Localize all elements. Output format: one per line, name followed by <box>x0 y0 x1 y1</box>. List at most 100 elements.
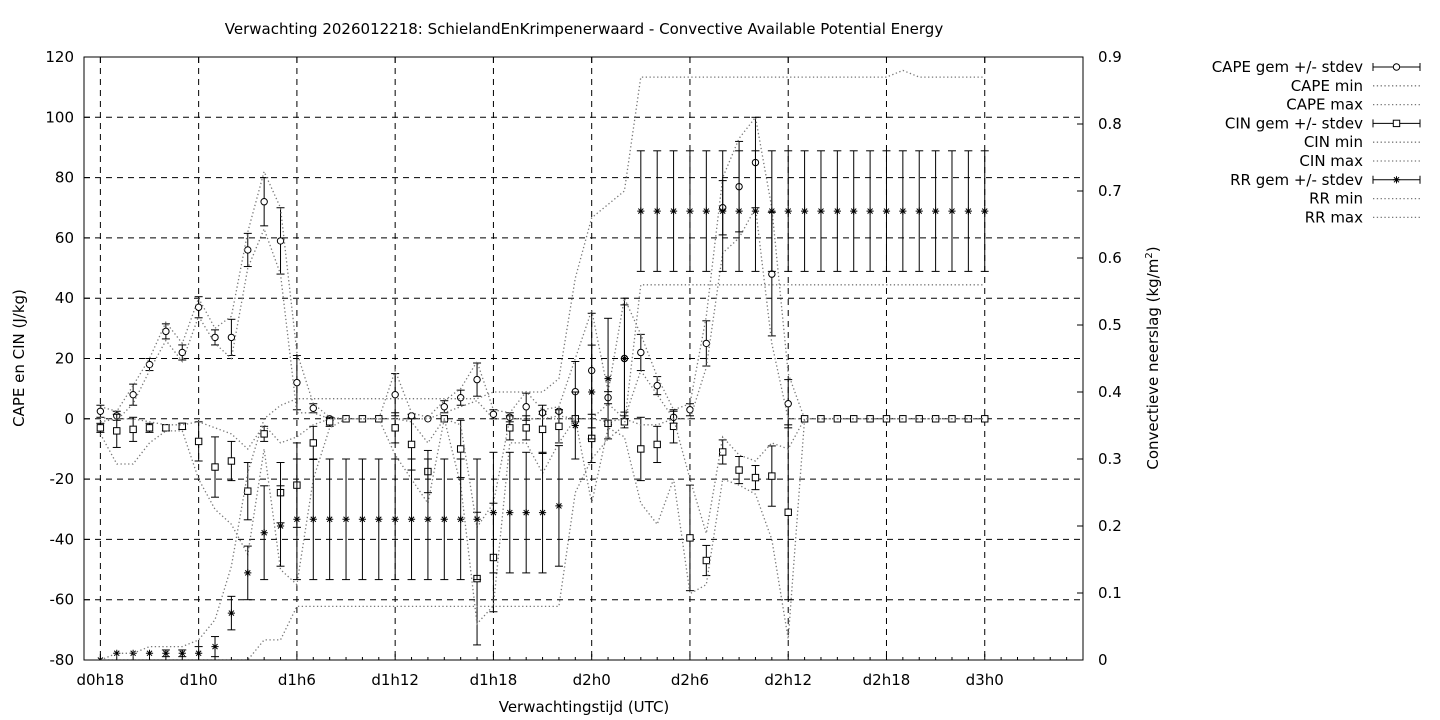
data-point <box>407 412 416 420</box>
data-point <box>964 207 972 215</box>
data-point <box>276 237 285 245</box>
data-point <box>227 333 236 342</box>
data-point <box>538 509 547 517</box>
data-point <box>195 649 203 657</box>
y2-tick-label: 0.1 <box>1098 584 1122 602</box>
data-point <box>113 427 121 435</box>
series-rr-gem-stdev <box>96 150 989 660</box>
legend-marker <box>1392 63 1401 71</box>
y2-axis-label-main: Convectieve neerslag (kg/m <box>1144 259 1162 470</box>
y-tick-label: 100 <box>45 108 74 126</box>
data-point <box>555 502 563 510</box>
data-point <box>653 207 661 215</box>
x-tick-label: d2h0 <box>573 671 611 689</box>
data-point <box>358 515 367 523</box>
data-point <box>719 207 727 215</box>
data-point <box>555 422 563 431</box>
data-point <box>604 375 612 383</box>
x-tick-label: d3h0 <box>966 671 1004 689</box>
data-point <box>260 198 268 206</box>
data-point <box>113 649 121 657</box>
legend-label: CAPE gem +/- stdev <box>1212 58 1363 76</box>
x-tick-label: d1h6 <box>278 671 316 689</box>
data-point <box>571 421 579 430</box>
data-point <box>620 354 629 363</box>
data-point <box>326 515 334 523</box>
data-point <box>293 515 301 523</box>
y2-tick-label: 0.2 <box>1098 517 1122 535</box>
x-tick-label: d2h18 <box>863 671 911 689</box>
data-point <box>588 388 596 396</box>
series-line-rr-min <box>100 284 985 660</box>
data-point <box>391 424 399 432</box>
data-point <box>211 463 219 471</box>
data-point <box>817 207 825 215</box>
legend-label: CAPE max <box>1286 96 1363 114</box>
legend-label: CIN gem +/- stdev <box>1225 114 1363 132</box>
series-line-cin-max <box>100 417 985 534</box>
grid <box>84 57 1083 660</box>
y2-tick-label: 0.4 <box>1098 383 1122 401</box>
y-tick-label: -60 <box>50 591 75 609</box>
data-point <box>702 556 711 565</box>
series-cin-max <box>100 417 985 534</box>
x-tick-label: d2h12 <box>764 671 812 689</box>
y2-tick-label: 0.3 <box>1098 450 1122 468</box>
data-point <box>522 424 530 432</box>
y-tick-label: 80 <box>55 169 74 187</box>
y-tick-label: 120 <box>45 48 74 66</box>
x-tick-label: d0h18 <box>77 671 125 689</box>
data-point <box>669 207 678 215</box>
data-point <box>833 207 841 215</box>
data-point <box>522 403 530 411</box>
data-point <box>522 509 530 517</box>
data-point <box>653 381 661 390</box>
data-point <box>686 207 694 215</box>
y2-tick-label: 0 <box>1098 651 1108 669</box>
axis-ticks: d0h18 d1h0 d1h6 d1h12 d1h18 d2h0 d2h6 d2h12 d2h1… <box>45 48 1122 689</box>
data-point <box>276 522 285 530</box>
data-point <box>440 403 448 411</box>
data-point <box>735 466 743 474</box>
data-point <box>456 445 465 453</box>
data-point <box>457 515 465 523</box>
series-line-cape-max <box>100 115 985 420</box>
data-point <box>244 246 252 254</box>
data-point <box>211 643 219 651</box>
data-point <box>800 207 809 215</box>
y-tick-label: 60 <box>55 229 74 247</box>
legend-marker <box>1392 119 1401 128</box>
data-point <box>309 404 317 412</box>
data-point <box>325 418 334 426</box>
data-point <box>309 515 317 523</box>
data-point <box>391 515 399 523</box>
y-axis-label: CAPE en CIN (J/kg) <box>10 289 28 427</box>
data-point <box>391 390 399 399</box>
data-point <box>145 424 154 432</box>
data-point <box>407 515 416 523</box>
x-axis-label: Verwachtingstijd (UTC) <box>499 698 670 716</box>
x-tick-label: d1h18 <box>470 671 518 689</box>
data-point <box>260 430 268 438</box>
series-layer <box>96 69 989 660</box>
y-tick-label: -80 <box>50 651 75 669</box>
data-point <box>751 473 760 482</box>
legend-label: RR gem +/- stdev <box>1230 171 1363 189</box>
data-point <box>932 207 940 215</box>
data-point <box>866 207 874 215</box>
y2-axis-label-sup: 2 <box>1144 252 1155 258</box>
data-point <box>473 515 481 523</box>
data-point <box>145 360 154 369</box>
x-tick-label: d1h12 <box>371 671 419 689</box>
data-point <box>178 422 186 431</box>
legend-label: CAPE min <box>1291 77 1363 95</box>
data-point <box>768 472 776 480</box>
y2-axis-label-end: ) <box>1144 246 1162 252</box>
series-line-cape-min <box>100 205 985 422</box>
data-point <box>424 515 432 523</box>
data-point <box>473 375 481 384</box>
series-rr-min <box>100 284 985 660</box>
x-tick-label: d1h0 <box>180 671 218 689</box>
